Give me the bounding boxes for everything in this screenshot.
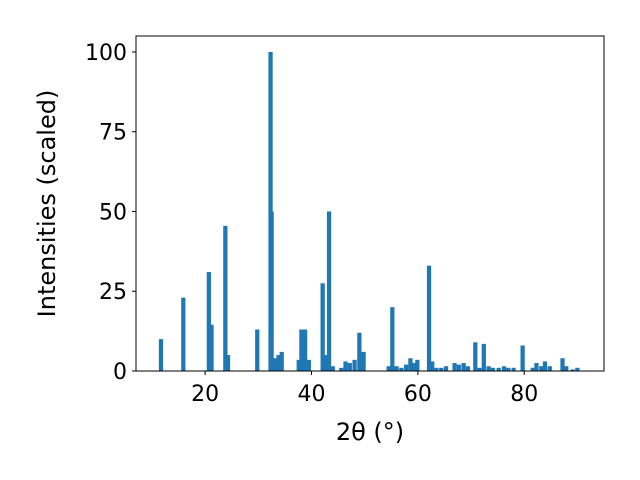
bar: [394, 366, 399, 371]
bar: [539, 366, 544, 371]
bar: [430, 361, 435, 371]
bar: [225, 355, 231, 371]
y-axis-label: Intensities (scaled): [33, 90, 61, 318]
y-tick-label: 75: [99, 121, 127, 146]
bar: [426, 265, 432, 371]
bar: [443, 366, 449, 371]
bar: [506, 367, 511, 371]
x-axis-ticks: 20 40 60 80: [191, 371, 538, 407]
bar: [501, 366, 507, 371]
bar: [209, 324, 214, 371]
bar: [326, 211, 332, 371]
y-axis-ticks: 0 25 50 75 100: [85, 41, 136, 385]
bar: [473, 342, 478, 371]
x-axis-label: 2θ (°): [336, 418, 404, 446]
bar: [306, 359, 311, 371]
x-tick-label: 40: [298, 382, 326, 407]
y-tick-label: 0: [113, 360, 127, 385]
bar: [404, 364, 409, 371]
x-tick-label: 20: [191, 382, 219, 407]
bar: [276, 355, 281, 371]
bar: [299, 329, 304, 371]
bar: [542, 361, 548, 371]
bar: [520, 345, 525, 371]
bar: [461, 363, 466, 371]
bar: [339, 367, 344, 371]
bar: [302, 329, 308, 371]
bar: [465, 366, 470, 371]
bar: [452, 363, 457, 371]
y-tick-label: 50: [99, 200, 127, 225]
bar: [439, 367, 444, 371]
bar: [490, 367, 495, 371]
bar: [324, 355, 329, 371]
bar: [181, 297, 186, 371]
bar: [255, 329, 260, 371]
bar: [477, 367, 482, 371]
bar: [269, 211, 274, 371]
bar: [412, 363, 417, 371]
bar: [268, 51, 273, 371]
bar: [399, 367, 404, 371]
bar: [352, 359, 357, 371]
x-tick-label: 60: [404, 382, 432, 407]
bar: [534, 363, 539, 371]
bar: [486, 366, 491, 371]
bar: [296, 359, 301, 371]
bar: [456, 364, 461, 371]
plot-frame: [135, 35, 605, 372]
bar: [279, 351, 284, 371]
bar: [575, 367, 580, 371]
bar: [511, 367, 516, 371]
bars-group: [158, 51, 580, 371]
y-tick-label: 100: [85, 41, 127, 66]
bar: [320, 283, 325, 371]
bar: [361, 351, 366, 371]
bar: [273, 358, 278, 371]
bar: [560, 358, 565, 371]
bar: [496, 367, 501, 371]
y-tick-label: 25: [99, 280, 127, 305]
bar: [530, 367, 535, 371]
bar: [330, 366, 335, 371]
bar: [564, 366, 569, 371]
bar: [343, 361, 348, 371]
bar: [434, 367, 439, 371]
x-tick-label: 80: [510, 382, 538, 407]
bar: [386, 366, 391, 371]
bar: [570, 369, 575, 371]
bar: [390, 307, 395, 371]
bar: [408, 358, 413, 371]
bar: [357, 332, 362, 371]
bar: [223, 225, 228, 371]
bar: [547, 366, 552, 371]
bar: [347, 363, 352, 371]
bar: [481, 343, 486, 371]
bar: [158, 339, 164, 371]
bar: [206, 272, 211, 371]
bar: [415, 359, 420, 371]
